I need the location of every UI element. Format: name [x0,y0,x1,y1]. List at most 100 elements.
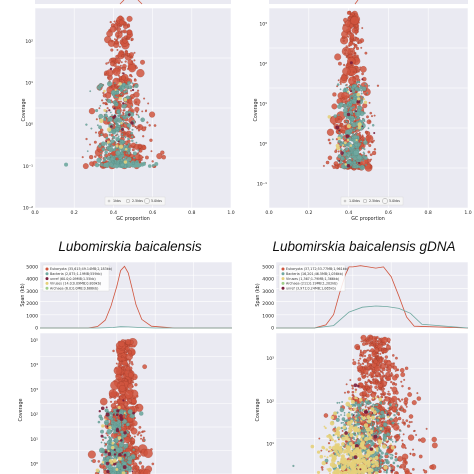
point-viruses [354,391,357,394]
point-bacteria [126,156,132,162]
point-eukaryota [108,389,118,398]
point-eukaryota [337,118,340,120]
point-bacteria [382,461,386,465]
point-eukaryota [92,459,96,463]
point-bacteria [344,84,347,87]
point-eukaryota [373,114,376,117]
point-viruses [370,431,373,434]
point-eukaryota [128,64,137,73]
point-bacteria [130,135,134,139]
point-bacteria [361,98,363,100]
point-viruses [124,147,128,151]
point-viruses [352,444,355,448]
point-eukaryota [106,30,113,37]
y-tick-label: 2000 [262,301,274,307]
x-tick-label: 0.0 [31,210,38,216]
point-bacteria [124,135,126,138]
point-eukaryota [329,439,332,442]
size-legend-label: 2.5kbs [132,199,143,203]
point-eukaryota [125,353,133,361]
title-bottom-left: Lubomirskia baicalensis [58,239,202,254]
point-bacteria [111,457,114,459]
point-eukaryota [345,383,348,386]
point-viruses [329,420,335,426]
point-viruses [364,436,369,442]
point-bacteria [379,465,382,467]
point-eukaryota [126,15,133,22]
point-unref [127,113,131,117]
point-viruses [321,445,325,449]
point-eukaryota [128,350,132,355]
point-bacteria [106,444,112,450]
point-eukaryota [133,51,136,54]
point-eukaryota [353,43,356,46]
point-bacteria [107,120,109,122]
point-viruses [110,461,114,465]
point-unref [338,159,341,162]
point-eukaryota [401,398,404,401]
point-bacteria [384,459,387,461]
point-bacteria [374,454,377,456]
point-unref [373,434,378,439]
point-viruses [310,444,315,449]
point-bacteria [376,415,379,418]
point-eukaryota [331,103,338,110]
point-bacteria [115,447,121,453]
point-bacteria [376,418,380,422]
legend-label: Bacteria (16,201;46.5MB;1,056kb) [286,272,343,276]
point-unref [353,455,358,460]
size-legend-marker [125,198,130,203]
point-bacteria [364,452,367,455]
point-viruses [357,451,360,454]
point-eukaryota [387,428,390,431]
point-viruses [338,437,341,440]
y-tick-label: 5000 [26,264,38,270]
point-viruses [369,457,373,460]
point-eukaryota [361,134,364,137]
point-bacteria [381,414,386,418]
point-bacteria [113,130,116,133]
point-bacteria [129,436,132,439]
point-eukaryota [143,430,146,433]
point-bacteria [371,124,375,127]
point-bacteria [396,412,398,414]
point-eukaryota [100,397,108,406]
point-eukaryota [400,380,403,383]
point-eukaryota [342,97,345,100]
point-bacteria [349,85,352,89]
point-eukaryota [401,384,404,388]
point-bacteria [343,136,346,139]
point-unref [335,125,338,128]
point-bacteria [363,155,368,160]
point-eukaryota [355,65,358,69]
point-bacteria [107,146,114,153]
point-eukaryota [360,372,363,376]
point-bacteria [120,93,123,96]
series-line-bacteria [276,305,469,329]
x-tick-label: 0.6 [385,210,392,216]
point-bacteria [114,121,118,124]
point-bacteria [116,452,119,455]
point-eukaryota [94,155,97,158]
point-eukaryota [383,387,386,390]
point-bacteria [117,117,123,123]
point-bacteria [107,81,113,87]
point-eukaryota [102,102,105,105]
point-eukaryota [130,37,134,41]
point-eukaryota [125,366,131,372]
point-bacteria [121,425,124,428]
point-bacteria [348,103,351,106]
point-bacteria [391,440,394,443]
point-bacteria [143,439,146,441]
point-viruses [350,449,353,452]
y-tick-label: 3000 [26,289,38,295]
point-eukaryota [384,363,386,366]
legend-label: unref (3,971;0.24MB;1,065kb) [286,286,336,290]
point-bacteria [342,133,345,136]
point-bacteria [127,162,131,166]
point-unref [115,413,119,417]
point-viruses [390,445,395,450]
point-eukaryota [365,131,369,134]
point-viruses [357,125,362,130]
point-bacteria [116,133,118,136]
